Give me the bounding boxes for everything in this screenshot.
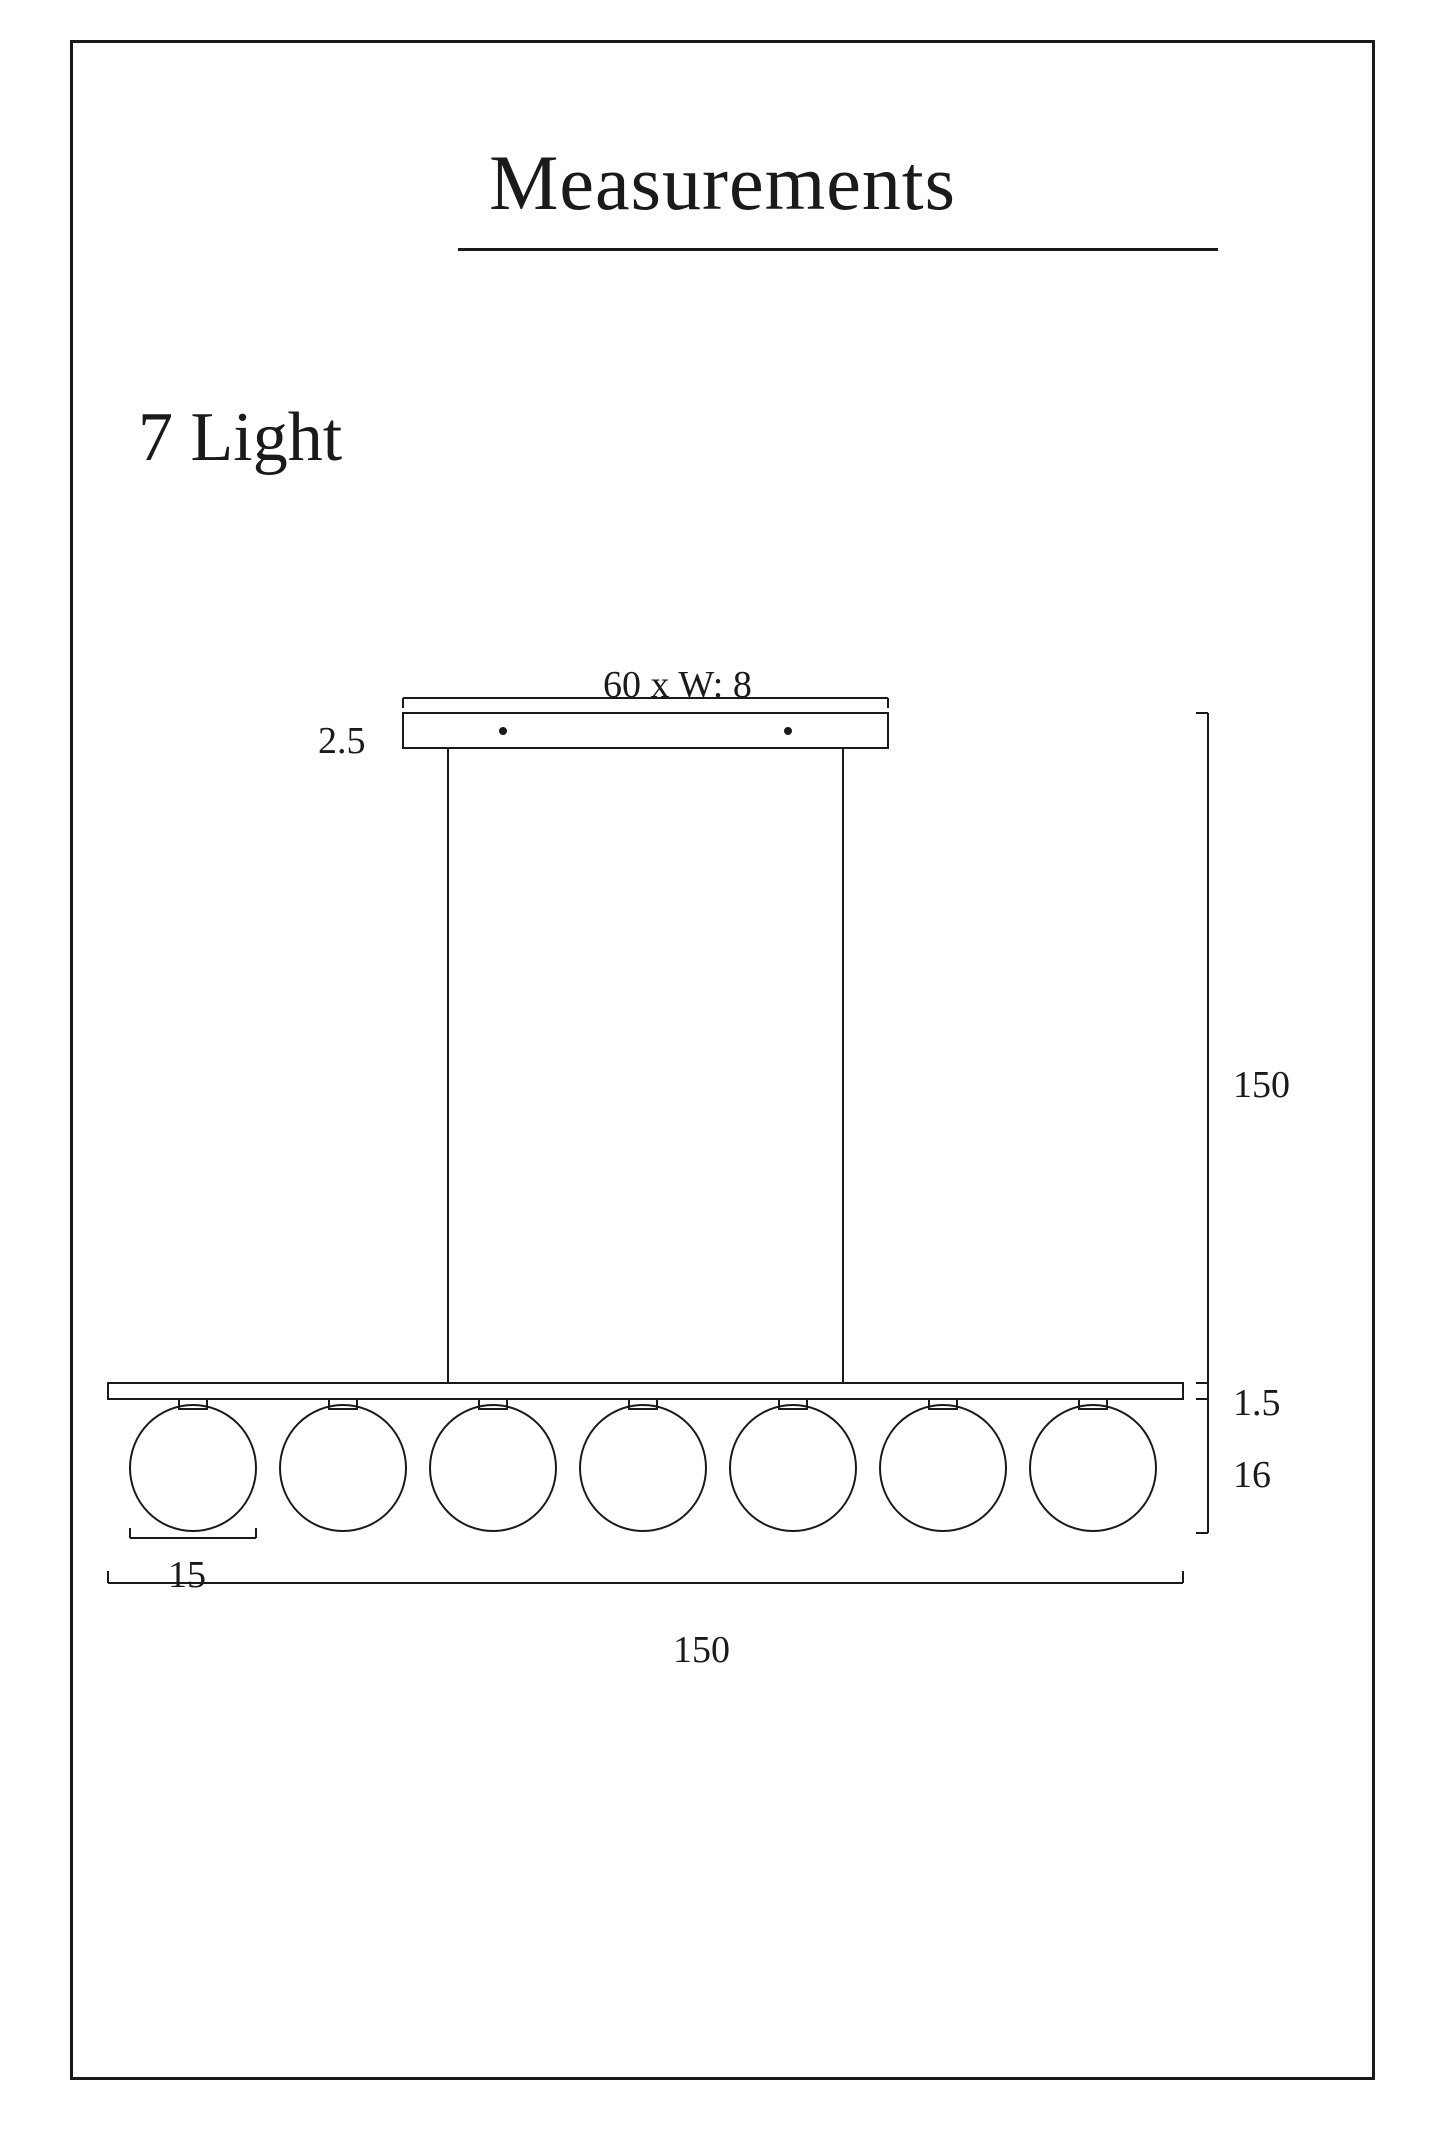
label-globe-height: 16 bbox=[1233, 1453, 1271, 1497]
label-total-width: 150 bbox=[673, 1628, 730, 1672]
label-globe-diameter: 15 bbox=[168, 1553, 206, 1597]
label-canopy-height: 2.5 bbox=[318, 719, 366, 763]
label-bar-thickness: 1.5 bbox=[1233, 1381, 1281, 1425]
variant-subtitle: 7 Light bbox=[138, 398, 342, 478]
diagram-svg bbox=[73, 583, 1378, 1683]
label-canopy-top: 60 x W: 8 bbox=[603, 663, 752, 707]
title-block: Measurements bbox=[73, 138, 1372, 228]
page-title: Measurements bbox=[489, 138, 956, 228]
page-frame: Measurements 7 Light 60 x W: 8 2.5 150 1… bbox=[70, 40, 1375, 2080]
title-underline bbox=[458, 248, 1218, 251]
label-drop-height: 150 bbox=[1233, 1063, 1290, 1107]
measurement-diagram: 60 x W: 8 2.5 150 1.5 16 15 150 bbox=[73, 583, 1378, 1683]
